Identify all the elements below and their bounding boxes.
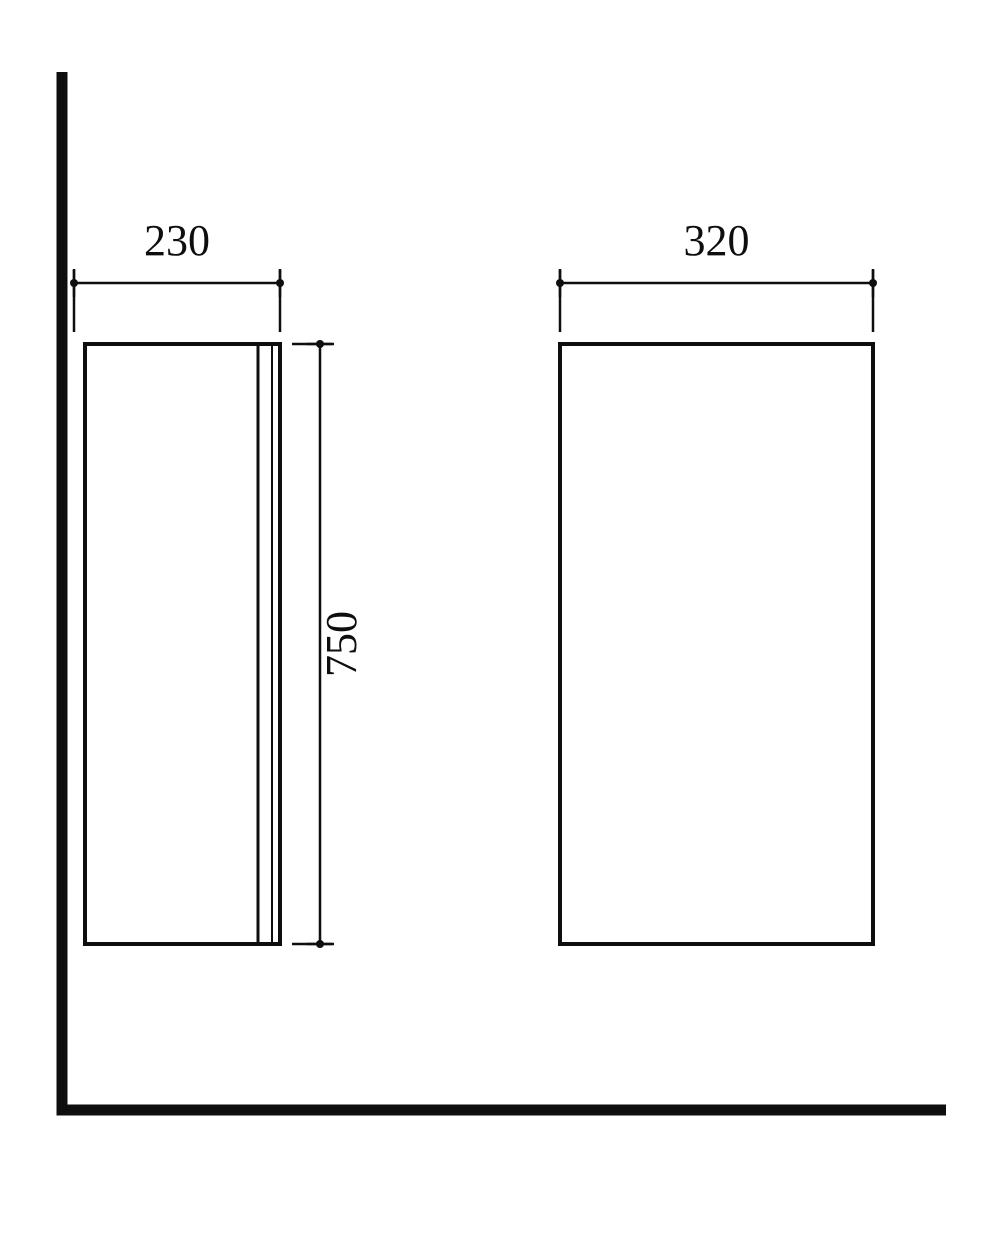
dimension-height-750-label: 750 (317, 611, 366, 677)
dimension-width-320: 320 (556, 216, 877, 332)
dimension-width-230: 230 (70, 216, 284, 332)
dimension-height-750: 750 (292, 340, 366, 948)
dimension-width-320-label: 320 (684, 216, 750, 265)
right-cabinet-outline (560, 344, 873, 944)
technical-drawing: 230 320 750 (0, 0, 1000, 1233)
dimension-width-230-label: 230 (144, 216, 210, 265)
left-cabinet-outline (85, 344, 280, 944)
